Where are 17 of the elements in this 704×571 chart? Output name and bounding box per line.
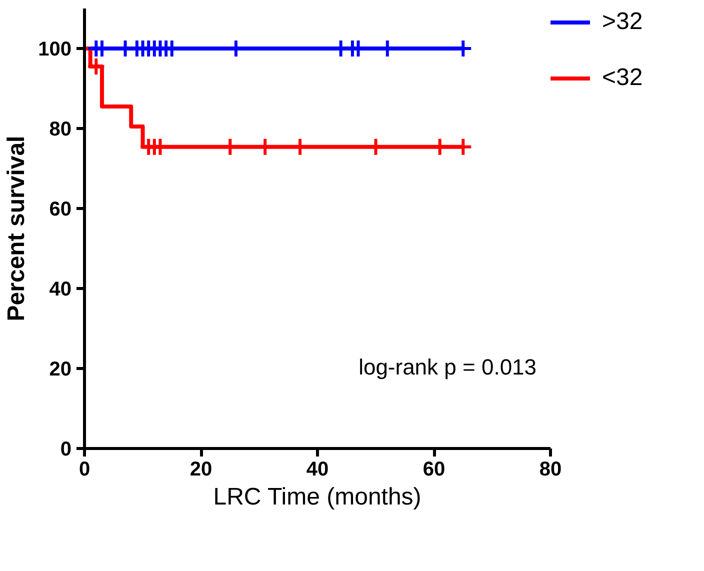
- y-tick-label: 80: [49, 118, 72, 140]
- x-tick-label: 20: [190, 458, 212, 480]
- y-tick-label: 40: [49, 278, 72, 300]
- x-tick-label: 80: [539, 458, 562, 480]
- x-tick-label: 0: [78, 458, 90, 480]
- x-tick-label: 40: [306, 458, 329, 480]
- annotation: log-rank p = 0.013: [358, 354, 537, 380]
- y-axis-title: Percent survival: [3, 136, 30, 322]
- x-axis-title: LRC Time (months): [213, 484, 422, 510]
- legend-label: <32: [602, 64, 643, 92]
- x-tick-label: 60: [422, 458, 446, 480]
- y-tick-label: 20: [49, 358, 72, 380]
- y-tick-label: 0: [60, 438, 72, 460]
- legend-label: >32: [602, 8, 643, 36]
- point: [86, 57, 106, 76]
- y-tick-label: 60: [49, 198, 72, 220]
- y-tick-label: 100: [38, 38, 72, 60]
